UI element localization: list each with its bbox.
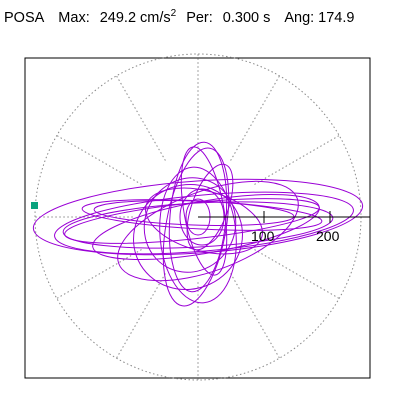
period-label: Per: [186, 10, 213, 26]
trace-loop [143, 177, 237, 273]
grid-spoke [254, 135, 340, 185]
trace-loop [62, 201, 334, 249]
trace-loop [54, 191, 354, 255]
max-unit: cm/s [140, 10, 171, 26]
trace-loop [186, 163, 234, 251]
grid-spoke [254, 249, 340, 299]
max-unit-exponent: 2 [170, 8, 177, 19]
angle-value: 174.9 [318, 10, 355, 26]
tick-label-100: 100 [251, 228, 275, 244]
grid-spoke [56, 135, 142, 185]
trace-loop [145, 187, 263, 255]
grid-spoke [230, 75, 280, 161]
motion-traces [32, 141, 364, 307]
max-label: Max: [58, 10, 90, 26]
period-value: 0.300 [222, 10, 260, 26]
trace-loop [159, 166, 237, 304]
angle-label: Ang: [284, 10, 315, 26]
period-unit: s [263, 10, 271, 26]
grid-spoke [56, 249, 142, 299]
max-value: 249.2 [99, 10, 137, 26]
trace-loop [162, 147, 230, 307]
plot-frame [24, 57, 371, 379]
peak-marker [31, 202, 38, 209]
radial-axis: 100 200 [198, 211, 370, 244]
tick-label-200: 200 [316, 228, 340, 244]
grid-spoke [116, 273, 166, 359]
trace-loop [180, 146, 228, 276]
trace-loop [32, 178, 364, 256]
grid-spoke [116, 75, 166, 161]
plot-header: POSA Max: 249.2 cm/s 2 Per: 0.300 s Ang:… [4, 8, 355, 36]
station-code: POSA [4, 10, 45, 26]
grid-spoke [230, 273, 280, 359]
trace-loop [133, 183, 243, 291]
trace-loop [93, 200, 295, 226]
